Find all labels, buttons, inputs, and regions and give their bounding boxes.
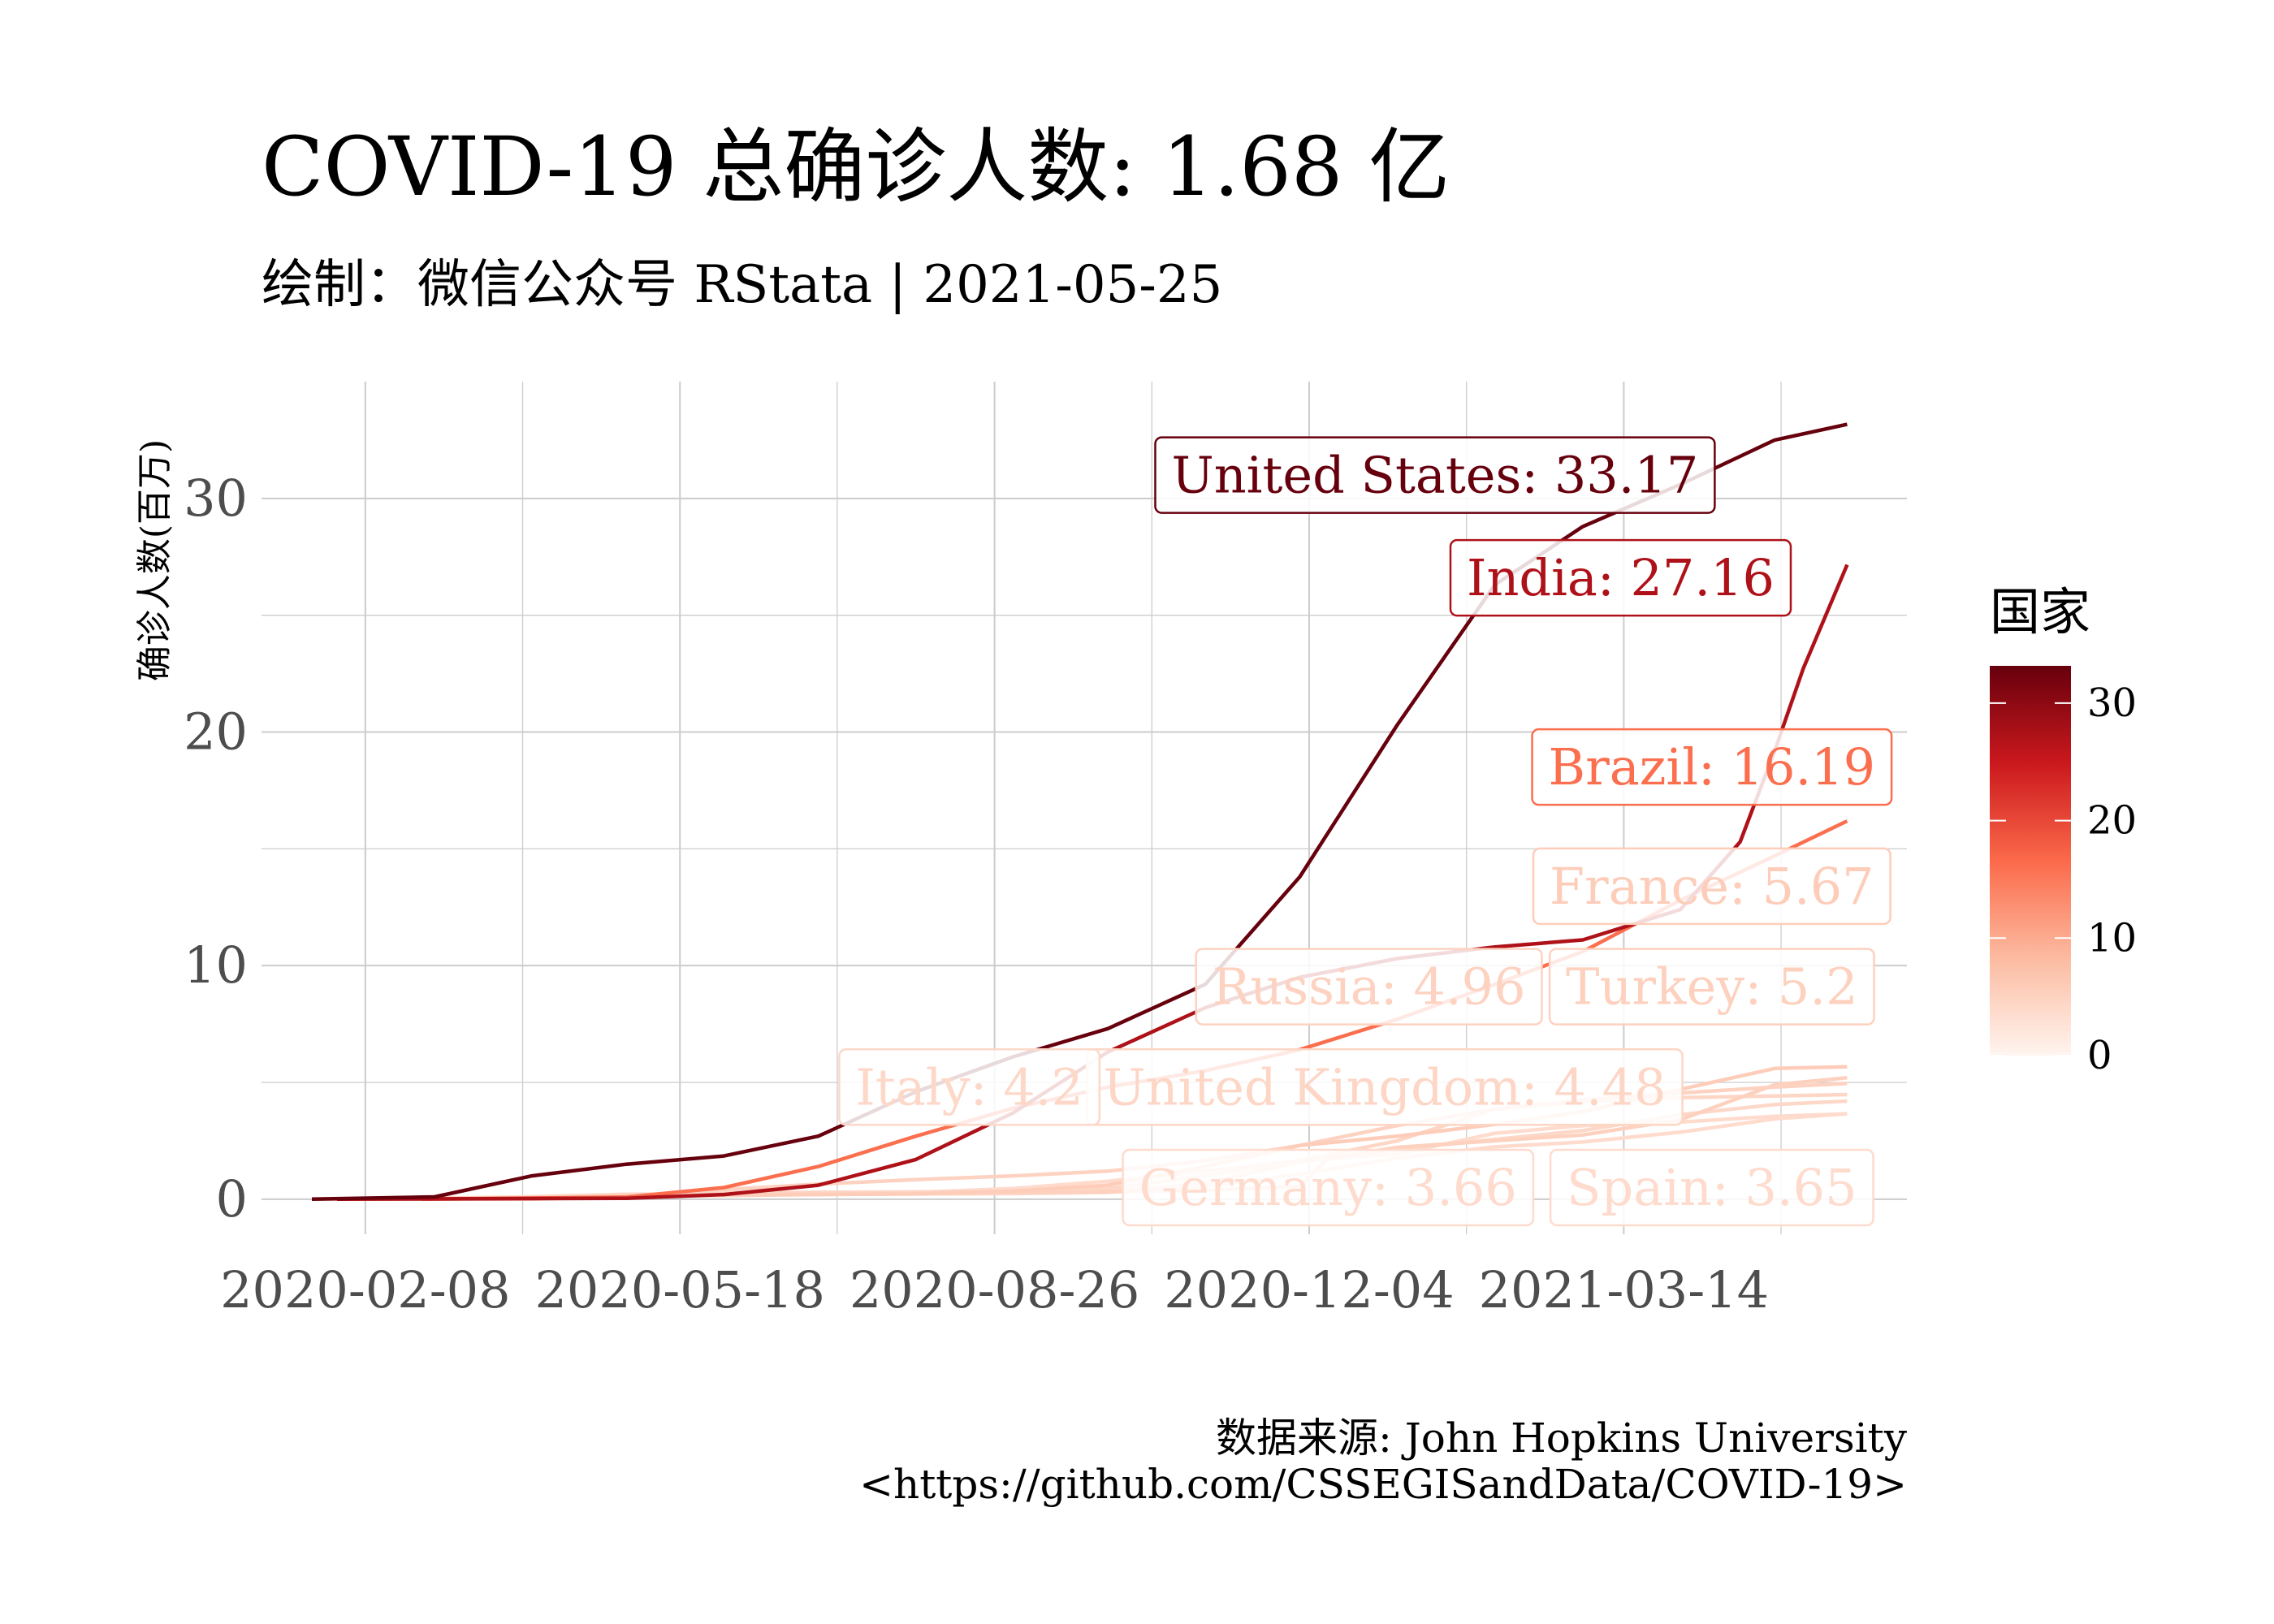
label-box <box>1195 948 1543 1026</box>
x-tick-label: 2020-02-08 <box>220 1260 510 1320</box>
caption-source: 数据来源: John Hopkins University <box>1216 1415 1908 1462</box>
y-tick-label: 30 <box>184 469 248 528</box>
label-turkey: Turkey: 5.2 <box>1548 948 1875 1026</box>
label-text: India: 27.16 <box>1467 548 1775 607</box>
x-tick-label: 2020-05-18 <box>534 1260 824 1320</box>
x-tick-label: 2020-08-26 <box>850 1260 1139 1320</box>
label-text: Brazil: 16.19 <box>1549 737 1876 797</box>
label-italy: Italy: 4.2 <box>838 1048 1101 1126</box>
label-text: United Kingdom: 4.48 <box>1103 1057 1666 1116</box>
label-text: Russia: 4.96 <box>1213 957 1526 1017</box>
label-box <box>1122 1148 1535 1227</box>
x-tick-label: 2020-12-04 <box>1164 1260 1454 1320</box>
legend-tick-label: 20 <box>2087 798 2137 844</box>
y-axis: 0 10 20 30 <box>184 469 248 1229</box>
legend-tick-label: 0 <box>2087 1033 2112 1078</box>
label-united-states: United States: 33.17 <box>1154 436 1716 514</box>
label-text: Germany: 3.66 <box>1139 1158 1517 1217</box>
grid-lines <box>262 382 1907 1234</box>
label-text: Turkey: 5.2 <box>1566 957 1857 1017</box>
label-united-kingdom: United Kingdom: 4.48 <box>1086 1048 1684 1126</box>
series-labels: United States: 33.17 India: 27.16 Brazil: … <box>838 436 1893 1227</box>
x-tick-label: 2021-03-14 <box>1479 1260 1769 1320</box>
color-legend: 国家 0 10 20 30 <box>1990 582 2137 1078</box>
chart-title: COVID-19 总确诊人数: 1.68 亿 <box>262 119 1450 214</box>
legend-tick-label: 30 <box>2087 680 2137 726</box>
label-text: France: 5.67 <box>1550 857 1874 916</box>
label-russia: Russia: 4.96 <box>1195 948 1543 1026</box>
legend-title: 国家 <box>1990 582 2090 641</box>
label-box <box>1549 1148 1874 1227</box>
label-text: United States: 33.17 <box>1171 446 1698 505</box>
y-tick-label: 10 <box>184 935 248 995</box>
label-box <box>1531 728 1893 806</box>
label-text: Spain: 3.65 <box>1567 1158 1857 1217</box>
y-axis-label: 确诊人数(百万) <box>134 439 175 681</box>
label-brazil: Brazil: 16.19 <box>1531 728 1893 806</box>
label-india: India: 27.16 <box>1449 538 1792 617</box>
label-box <box>1548 948 1875 1026</box>
label-text: Italy: 4.2 <box>855 1057 1083 1116</box>
label-box <box>1449 538 1792 617</box>
label-germany: Germany: 3.66 <box>1122 1148 1535 1227</box>
label-spain: Spain: 3.65 <box>1549 1148 1874 1227</box>
x-axis: 2020-02-08 2020-05-18 2020-08-26 2020-12-04… <box>220 1260 1769 1320</box>
label-box <box>838 1048 1101 1126</box>
label-box <box>1532 847 1891 926</box>
y-tick-label: 20 <box>184 702 248 762</box>
y-tick-label: 0 <box>216 1169 248 1229</box>
caption-url: <https://github.com/CSSEGISandData/COVID… <box>859 1461 1907 1508</box>
legend-tick-label: 10 <box>2087 915 2137 961</box>
chart-subtitle: 绘制：微信公众号 RStata | 2021-05-25 <box>262 255 1222 315</box>
label-france: France: 5.67 <box>1532 847 1891 926</box>
legend-colorbar <box>1990 666 2071 1056</box>
label-box <box>1154 436 1716 514</box>
